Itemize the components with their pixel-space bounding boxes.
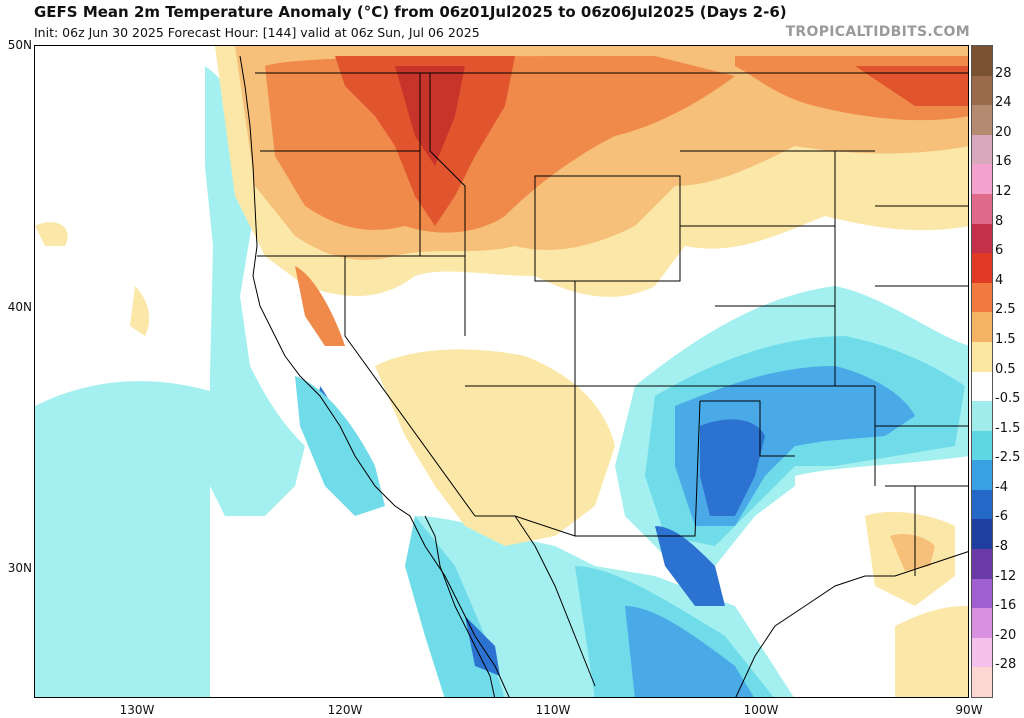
colorbar-tick-label: 8 xyxy=(995,213,1004,229)
colorbar-segment xyxy=(972,637,992,668)
colorbar-tick-label: -6 xyxy=(995,509,1008,525)
colorbar-segment xyxy=(972,164,992,195)
colorbar-tick-label: -4 xyxy=(995,479,1008,495)
colorbar-segment xyxy=(972,341,992,372)
lon-label-100w: 100W xyxy=(743,703,779,717)
colorbar-segment xyxy=(972,105,992,136)
lat-label-30n: 30N xyxy=(7,561,32,575)
colorbar-segment xyxy=(972,134,992,165)
map-title: GEFS Mean 2m Temperature Anomaly (°C) fr… xyxy=(34,3,787,21)
map-canvas xyxy=(35,46,968,697)
colorbar-tick-label: -8 xyxy=(995,539,1008,555)
colorbar-segment xyxy=(972,489,992,520)
colorbar-segment xyxy=(972,578,992,609)
colorbar-segment xyxy=(972,312,992,343)
lat-label-50n: 50N xyxy=(7,38,32,52)
lon-label-110w: 110W xyxy=(535,703,571,717)
colorbar-segment xyxy=(972,75,992,106)
colorbar-tick-label: 4 xyxy=(995,272,1004,288)
colorbar-segment xyxy=(972,608,992,639)
colorbar-segment xyxy=(972,193,992,225)
colorbar-tick-label: -12 xyxy=(995,568,1017,584)
colorbar-tick-label: -2.5 xyxy=(995,450,1021,466)
colorbar-segment xyxy=(972,253,992,284)
state-borders xyxy=(255,72,968,576)
colorbar-segment xyxy=(972,667,992,698)
colorbar-tick-label: -28 xyxy=(995,657,1017,673)
colorbar-tick-label: 1.5 xyxy=(995,331,1016,347)
colorbar-segment xyxy=(972,46,992,77)
colorbar-tick-label: 6 xyxy=(995,243,1004,259)
colorbar-segment xyxy=(972,401,992,432)
colorbar-tick-label: 16 xyxy=(995,154,1012,170)
colorbar-segment xyxy=(972,460,992,491)
brand-watermark: TROPICALTIDBITS.COM xyxy=(785,24,970,40)
lon-label-90w: 90W xyxy=(955,703,983,717)
gulf-coastline xyxy=(735,551,968,697)
lon-label-130w: 130W xyxy=(119,703,155,717)
colorbar-tick-label: 20 xyxy=(995,124,1012,140)
lat-label-40n: 40N xyxy=(7,300,32,314)
colorbar xyxy=(971,45,993,698)
colorbar-tick-label: 0.5 xyxy=(995,361,1016,377)
colorbar-tick-label: -1.5 xyxy=(995,420,1021,436)
colorbar-tick-label: -0.5 xyxy=(995,391,1021,407)
colorbar-segment xyxy=(972,371,992,402)
colorbar-segment xyxy=(972,549,992,580)
colorbar-tick-label: 24 xyxy=(995,95,1012,111)
colorbar-tick-label: 28 xyxy=(995,65,1012,81)
colorbar-tick-label: 12 xyxy=(995,183,1012,199)
map-subtitle: Init: 06z Jun 30 2025 Forecast Hour: [14… xyxy=(34,25,480,40)
temperature-anomaly-map xyxy=(34,45,969,698)
colorbar-segment xyxy=(972,223,992,254)
colorbar-segment xyxy=(972,282,992,313)
lon-label-120w: 120W xyxy=(327,703,363,717)
pacific-coastline xyxy=(239,55,510,697)
colorbar-segment xyxy=(972,519,992,550)
colorbar-tick-label: -16 xyxy=(995,598,1017,614)
colorbar-tick-label: -20 xyxy=(995,627,1017,643)
colorbar-tick-label: 2.5 xyxy=(995,302,1016,318)
colorbar-segment xyxy=(972,430,992,461)
